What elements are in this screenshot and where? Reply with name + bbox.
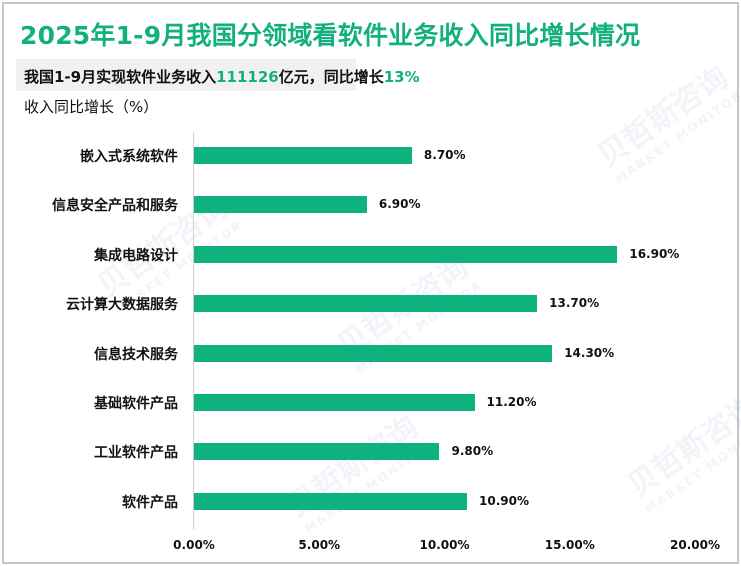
y-axis-line [193, 132, 194, 530]
category-label: 工业软件产品 [94, 445, 178, 461]
value-label: 13.70% [549, 296, 600, 310]
category-label: 基础软件产品 [94, 396, 178, 412]
category-label: 软件产品 [122, 495, 178, 511]
category-label: 集成电路设计 [94, 248, 178, 264]
value-label: 9.80% [451, 444, 494, 458]
growth-value: 13% [383, 68, 420, 86]
value-label: 11.20% [486, 395, 537, 409]
x-tick-label: 15.00% [544, 538, 595, 552]
x-tick-label: 20.00% [670, 538, 720, 552]
category-label: 信息安全产品和服务 [52, 198, 178, 214]
revenue-value: 111126 [216, 68, 279, 86]
value-label: 10.90% [479, 494, 530, 508]
bar [194, 246, 618, 263]
subtitle-mid: 亿元，同比增长 [278, 68, 384, 86]
category-label: 信息技术服务 [94, 347, 178, 363]
x-tick-label: 0.00% [173, 538, 215, 552]
bar [194, 345, 553, 362]
bar [194, 493, 468, 510]
chart-title: 2025年1-9月我国分领域看软件业务收入同比增长情况 [20, 21, 641, 50]
x-tick-label: 5.00% [298, 538, 341, 552]
value-label: 14.30% [564, 346, 615, 360]
bar [194, 295, 538, 312]
bar [194, 147, 412, 164]
category-label: 嵌入式系统软件 [80, 149, 178, 165]
subtitle-prefix: 我国1-9月实现软件业务收入 [24, 68, 217, 86]
subtitle-background [16, 59, 356, 91]
value-label: 16.90% [629, 247, 680, 261]
bar [194, 394, 475, 411]
x-tick-label: 10.00% [419, 538, 470, 552]
category-label: 云计算大数据服务 [66, 297, 178, 313]
bar [194, 443, 440, 460]
value-label: 6.90% [378, 197, 421, 211]
value-label: 8.70% [423, 148, 466, 162]
chart-subtitle: 我国1-9月实现软件业务收入111126亿元，同比增长13% [24, 66, 420, 87]
bar [194, 196, 367, 213]
axis-unit-label: 收入同比增长（%） [24, 98, 159, 116]
